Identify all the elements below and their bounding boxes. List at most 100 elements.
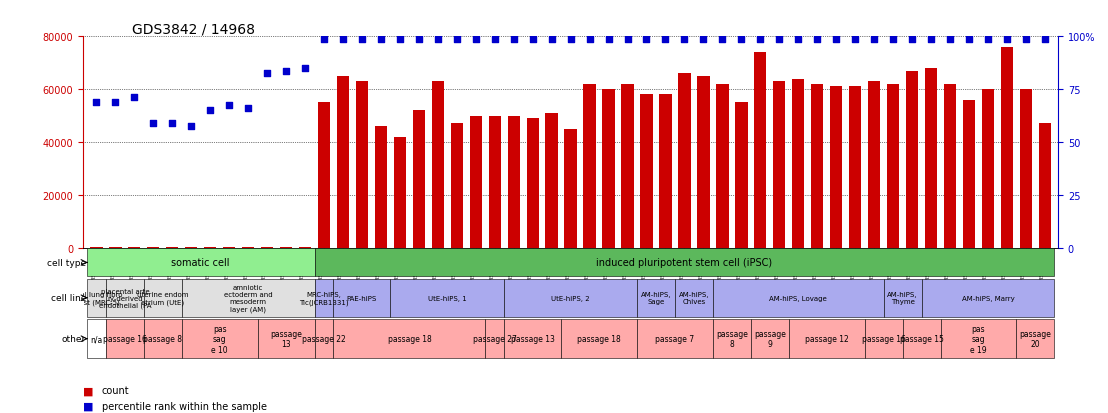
FancyBboxPatch shape [922,279,1055,317]
Point [884,36,902,43]
Bar [147,247,160,248]
FancyBboxPatch shape [864,320,903,358]
Point [941,36,958,43]
Bar [584,85,596,248]
Point [277,68,295,75]
FancyBboxPatch shape [751,320,789,358]
Bar [868,82,880,248]
Point [847,36,864,43]
Text: fetal lung fibro
blast (MRC-5): fetal lung fibro blast (MRC-5) [71,291,122,305]
Bar [1038,124,1051,248]
Point [258,71,276,77]
Point [391,36,409,43]
Point [296,66,314,72]
Point [448,36,465,43]
Bar [412,111,425,248]
FancyBboxPatch shape [334,279,390,317]
Point [410,36,428,43]
Point [163,121,181,128]
FancyBboxPatch shape [315,320,334,358]
Bar [375,127,387,248]
Point [581,36,598,43]
Point [543,36,561,43]
Text: passage 12: passage 12 [804,335,849,343]
Bar [622,85,634,248]
Text: count: count [102,385,130,395]
Point [979,36,997,43]
FancyBboxPatch shape [1016,320,1055,358]
Bar [925,69,937,248]
Bar [318,103,330,248]
FancyBboxPatch shape [334,320,485,358]
Bar [337,77,349,248]
Point [315,36,332,43]
Text: AM-hiPS,
Sage: AM-hiPS, Sage [640,292,671,304]
Bar [564,129,577,248]
Text: passage
9: passage 9 [753,329,786,349]
Point [144,121,162,128]
Bar [963,100,975,248]
Point [372,36,390,43]
Point [809,36,827,43]
FancyBboxPatch shape [637,320,712,358]
FancyBboxPatch shape [712,320,751,358]
Point [770,36,788,43]
Text: passage 16: passage 16 [862,335,905,343]
Bar [110,247,122,248]
Point [220,102,238,109]
FancyBboxPatch shape [675,279,712,317]
Bar [736,103,748,248]
Bar [906,71,919,248]
Bar [185,247,197,248]
Bar [545,114,557,248]
Text: AM-hiPS,
Chives: AM-hiPS, Chives [679,292,709,304]
Bar [242,247,255,248]
Bar [678,74,690,248]
Point [335,36,352,43]
Text: ■: ■ [83,385,93,395]
FancyBboxPatch shape [144,279,182,317]
Point [106,100,124,107]
Bar [470,116,482,248]
FancyBboxPatch shape [504,279,637,317]
Bar [792,79,804,248]
Text: passage 18: passage 18 [577,335,620,343]
Point [562,36,579,43]
Bar [489,116,501,248]
Text: percentile rank within the sample: percentile rank within the sample [102,401,267,411]
Text: passage
13: passage 13 [270,329,302,349]
Point [657,36,675,43]
FancyBboxPatch shape [903,320,941,358]
FancyBboxPatch shape [182,279,315,317]
Point [922,36,940,43]
FancyBboxPatch shape [86,279,106,317]
Bar [640,95,653,248]
Bar [393,137,406,248]
Bar [603,90,615,248]
Bar [356,82,368,248]
Bar [166,247,178,248]
FancyBboxPatch shape [561,320,637,358]
FancyBboxPatch shape [106,320,144,358]
FancyBboxPatch shape [712,279,883,317]
FancyBboxPatch shape [941,320,1016,358]
Point [695,36,712,43]
Point [505,36,523,43]
Bar [716,85,729,248]
FancyBboxPatch shape [258,320,315,358]
Point [599,36,617,43]
FancyBboxPatch shape [789,320,864,358]
Point [183,123,201,130]
Point [732,36,750,43]
Bar [526,119,538,248]
Text: passage 8: passage 8 [143,335,183,343]
Bar [261,247,274,248]
Bar [830,87,842,248]
Text: induced pluripotent stem cell (iPSC): induced pluripotent stem cell (iPSC) [596,258,772,268]
FancyBboxPatch shape [504,320,561,358]
Bar [90,247,103,248]
Text: MRC-hiPS,
Tic(JCRB1331): MRC-hiPS, Tic(JCRB1331) [299,291,349,305]
Text: pas
sag
e 10: pas sag e 10 [212,324,228,354]
Point [618,36,636,43]
Text: uterine endom
etrium (UtE): uterine endom etrium (UtE) [137,291,188,305]
